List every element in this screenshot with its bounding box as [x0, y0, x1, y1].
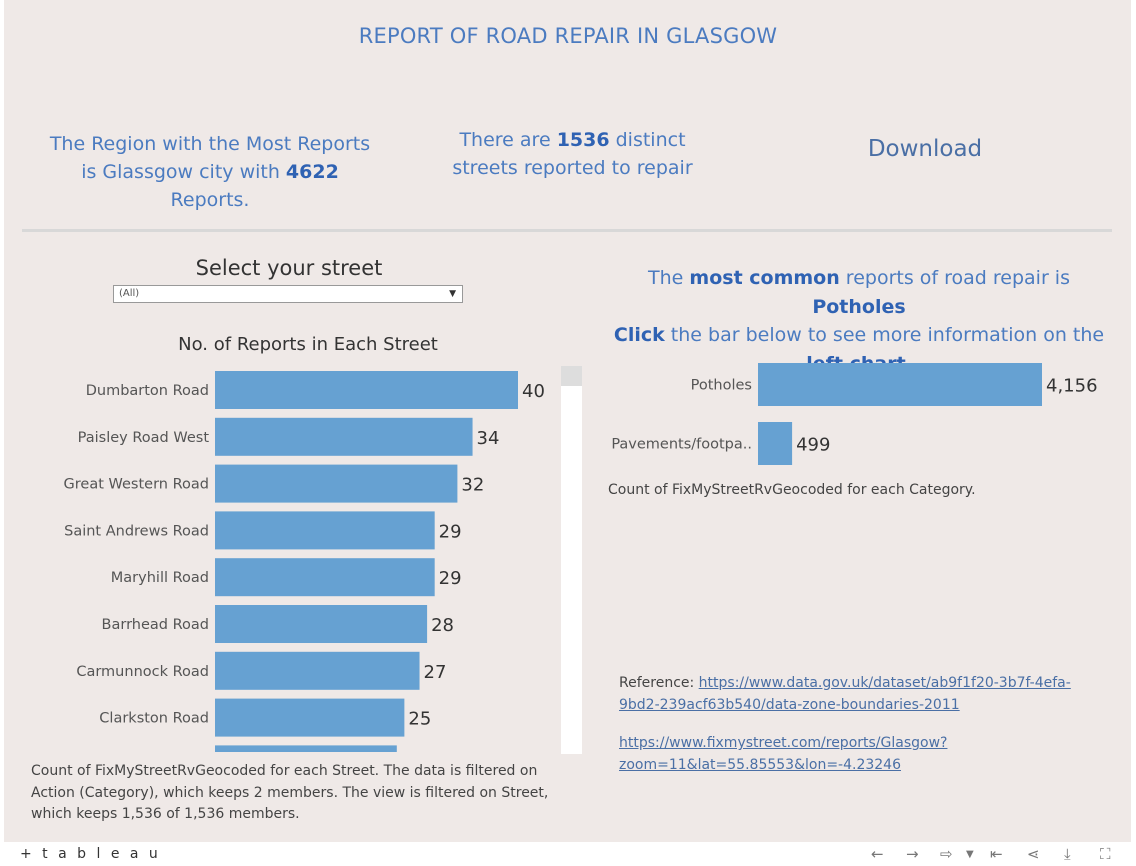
street-filter-label: Select your street [195, 256, 383, 280]
street-chart-scrollbar[interactable] [561, 366, 582, 754]
scrollbar-thumb[interactable] [561, 366, 582, 386]
reference-link-fixmystreet[interactable]: https://www.fixmystreet.com/reports/Glas… [619, 735, 948, 773]
kpi-streets-prefix: There are [459, 129, 557, 151]
section-divider [22, 229, 1112, 232]
category-chart-note: Count of FixMyStreetRvGeocoded for each … [608, 482, 976, 498]
click-emphasis: Click [613, 324, 665, 346]
reset-icon[interactable]: ⇤ [990, 845, 1003, 863]
revert-icon[interactable]: ⇨ [940, 845, 953, 863]
most-common-text: The most common reports of road repair i… [600, 264, 1118, 378]
kpi-region-count: 4622 [285, 161, 339, 183]
download-button[interactable]: Download [867, 136, 983, 162]
street-tick-label: Great Western Road [64, 477, 209, 493]
street-data-label: 29 [439, 521, 462, 542]
click-instruction: the bar below to see more information on… [664, 324, 1105, 346]
street-tick-label: Clarkston Road [99, 711, 209, 727]
reference-block-2: https://www.fixmystreet.com/reports/Glas… [619, 733, 1039, 776]
category-bar[interactable] [758, 422, 793, 465]
dashboard-title: REPORT OF ROAD REPAIR IN GLASGOW [358, 24, 778, 48]
category-tick-label: Potholes [691, 378, 752, 394]
chevron-down-icon: ▼ [449, 289, 456, 299]
street-bar[interactable] [215, 699, 404, 737]
street-chart-footnote: Count of FixMyStreetRvGeocoded for each … [31, 763, 549, 822]
category-data-label: 4,156 [1046, 376, 1098, 397]
street-tick-label: Barrhead Road [102, 617, 209, 633]
street-bar[interactable] [215, 605, 427, 643]
street-tick-label: Carmunnock Road [76, 664, 209, 680]
street-bar[interactable] [215, 418, 473, 456]
kpi-distinct-streets: There are 1536 distinct streets reported… [425, 126, 720, 182]
street-tick-label: Saint Andrews Road [64, 523, 209, 539]
most-common-emphasis: most common [689, 267, 840, 289]
street-data-label: 40 [522, 381, 545, 402]
street-chart-title: No. of Reports in Each Street [178, 334, 438, 355]
download-toolbar-icon[interactable]: ⤓ [1064, 845, 1071, 863]
street-bar[interactable] [215, 652, 420, 690]
street-tick-label: Dumbarton Road [86, 383, 209, 399]
street-data-label: 29 [439, 568, 462, 589]
street-filter-value: (All) [119, 288, 140, 299]
fullscreen-icon[interactable]: ⛶ [1100, 845, 1111, 863]
reference-label: Reference: [619, 675, 699, 691]
street-data-label: 34 [477, 428, 500, 449]
reference-block: Reference: https://www.data.gov.uk/datas… [619, 673, 1099, 716]
street-data-label: 28 [431, 615, 454, 636]
street-filter-dropdown[interactable]: (All) ▼ [113, 285, 463, 303]
kpi-region-suffix: Reports. [170, 189, 250, 211]
reference-link-datagov[interactable]: https://www.data.gov.uk/dataset/ab9f1f20… [619, 675, 1071, 713]
most-common-category: Potholes [812, 295, 906, 318]
street-data-label: 32 [461, 475, 484, 496]
kpi-streets-text: distinct streets reported to repair [452, 129, 693, 179]
most-common-prefix: The [648, 267, 690, 289]
category-data-label: 499 [796, 435, 830, 456]
street-bar[interactable] [215, 465, 457, 503]
street-bar-partial[interactable] [215, 745, 397, 754]
kpi-top-region: The Region with the Most Reports is Glas… [40, 130, 380, 214]
street-data-label: 25 [408, 709, 431, 730]
street-data-label: 27 [424, 662, 447, 683]
revert-dropdown-icon[interactable]: ▼ [966, 849, 974, 860]
street-bar[interactable] [215, 511, 435, 549]
redo-icon[interactable]: → [906, 845, 919, 863]
category-bar-chart[interactable]: Potholes 4,156 Pavements/footpa.. 499 [600, 355, 1120, 475]
most-common-mid: reports of road repair is [839, 267, 1070, 289]
kpi-region-text: The Region with the Most Reports is Glas… [49, 133, 371, 183]
street-tick-label: Paisley Road West [78, 430, 210, 446]
share-icon[interactable]: ⋖ [1027, 845, 1040, 863]
street-bar-chart[interactable]: Dumbarton Road 40 Paisley Road West 34 Great… [22, 364, 562, 754]
undo-icon[interactable]: ← [871, 845, 884, 863]
tableau-logo: + t a b l e a u [20, 846, 161, 862]
street-tick-label: Maryhill Road [111, 570, 209, 586]
tableau-toolbar: + t a b l e a u ← → ⇨ ▼ ⇤ ⋖ ⤓ ⛶ [0, 842, 1136, 866]
street-bar[interactable] [215, 371, 518, 409]
category-tick-label: Pavements/footpa.. [611, 437, 752, 453]
category-bar[interactable] [758, 363, 1042, 406]
kpi-streets-count: 1536 [556, 129, 610, 151]
street-bar[interactable] [215, 558, 435, 596]
